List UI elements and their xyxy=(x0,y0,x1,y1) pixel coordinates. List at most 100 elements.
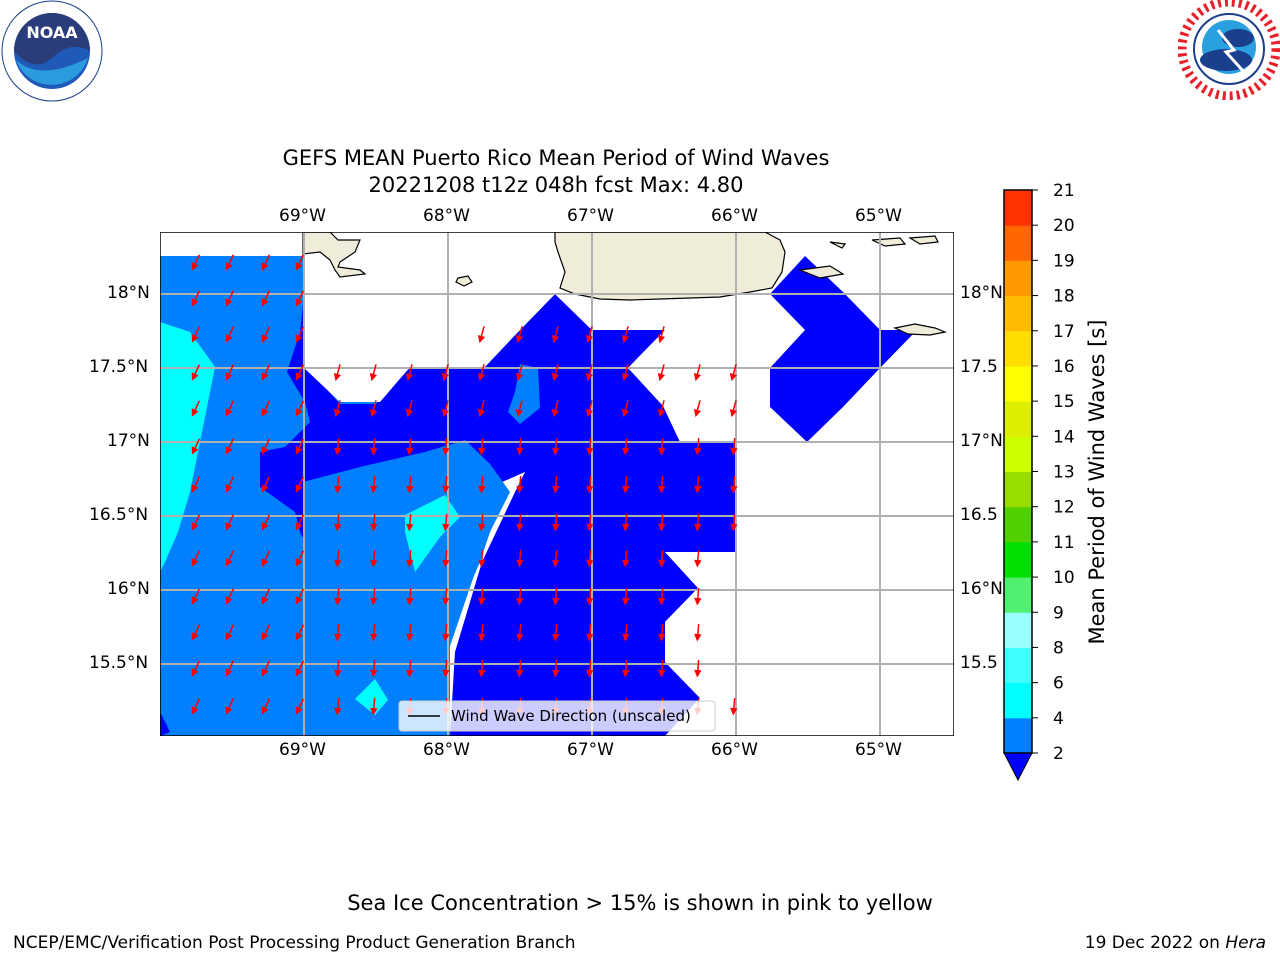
wave-direction-arrow xyxy=(515,364,524,382)
wave-direction-arrow xyxy=(191,438,201,455)
map-legend: Wind Wave Direction (unscaled) xyxy=(398,700,716,732)
wave-direction-arrow xyxy=(191,698,201,715)
wave-direction-arrow xyxy=(442,623,450,642)
wave-direction-arrow xyxy=(225,624,235,641)
wave-direction-arrow xyxy=(370,549,378,568)
map-panel: Wind Wave Direction (unscaled) xyxy=(160,232,954,736)
wave-direction-arrow xyxy=(333,400,342,418)
wave-direction-arrow xyxy=(658,549,666,568)
wave-direction-arrow xyxy=(694,513,702,532)
wave-direction-arrow xyxy=(586,549,594,568)
lon-label-top-65w: 65°W xyxy=(855,206,902,226)
wave-direction-arrow xyxy=(334,513,342,532)
sea-ice-note: Sea Ice Concentration > 15% is shown in … xyxy=(347,891,933,915)
colorbar-segment xyxy=(1004,295,1032,332)
wave-direction-arrow xyxy=(729,400,738,418)
wave-direction-arrow xyxy=(478,513,486,532)
colorbar-tick-label: 14 xyxy=(1053,427,1075,447)
wave-direction-arrow xyxy=(370,513,378,532)
colorbar-tick-label: 16 xyxy=(1053,357,1075,377)
wave-direction-arrow xyxy=(552,513,560,532)
wave-direction-arrow xyxy=(295,698,305,715)
wave-direction-arrow xyxy=(261,400,271,417)
footer-host: Hera xyxy=(1225,933,1266,953)
lon-label-top-69w: 69°W xyxy=(279,206,326,226)
lat-label-left-17-5n: 17.5°N xyxy=(89,357,149,377)
wave-direction-arrow xyxy=(441,364,450,382)
land-vieques xyxy=(797,265,845,279)
wave-direction-arrow xyxy=(370,587,378,606)
wave-direction-arrow xyxy=(657,326,666,344)
lat-label-left-16n: 16°N xyxy=(107,579,150,599)
wave-direction-arrow xyxy=(191,660,201,677)
lon-label-bottom-67w: 67°W xyxy=(567,740,614,760)
colorbar-tick-label: 19 xyxy=(1053,251,1075,271)
colorbar-segment xyxy=(1004,541,1032,578)
wave-direction-arrow xyxy=(657,364,666,382)
wave-period-region-below-2 xyxy=(260,294,735,736)
wave-direction-arrow xyxy=(334,549,342,568)
wave-direction-arrow xyxy=(225,290,235,307)
wave-direction-arrow xyxy=(295,588,305,605)
legend-label: Wind Wave Direction (unscaled) xyxy=(451,707,691,725)
wave-direction-arrow xyxy=(225,588,235,605)
wave-direction-arrow xyxy=(442,587,450,606)
land-mona xyxy=(455,275,473,287)
wave-direction-arrow xyxy=(551,400,560,418)
wave-direction-arrow xyxy=(261,326,271,343)
wave-direction-arrow xyxy=(191,254,201,271)
wave-direction-arrow xyxy=(370,623,378,642)
wave-direction-arrow xyxy=(334,623,342,642)
colorbar-segment xyxy=(1004,401,1032,437)
wave-direction-arrow xyxy=(478,623,486,642)
wave-period-region-2-4-central xyxy=(303,440,510,736)
colorbar-extend-triangle xyxy=(1003,752,1033,782)
wave-direction-arrow xyxy=(405,400,414,418)
colorbar-tick-label: 6 xyxy=(1053,674,1064,694)
wave-direction-arrow xyxy=(295,514,305,531)
wave-direction-arrow xyxy=(694,587,702,606)
wave-direction-arrow xyxy=(295,290,305,307)
wave-direction-arrow xyxy=(478,549,486,568)
lat-label-right-17n: 17°N xyxy=(960,431,1003,451)
wave-period-region-below-2-left xyxy=(160,712,170,736)
wave-direction-arrow xyxy=(730,475,738,494)
wave-direction-arrow xyxy=(516,659,524,678)
wind-wave-arrows xyxy=(191,254,738,716)
wave-direction-arrow xyxy=(261,438,271,455)
wave-direction-arrow xyxy=(225,326,235,343)
wave-direction-arrow xyxy=(621,326,630,344)
wave-direction-arrow xyxy=(442,475,450,494)
colorbar-segment xyxy=(1004,612,1032,648)
wave-direction-arrow xyxy=(370,475,378,494)
wave-direction-arrow xyxy=(225,698,235,715)
wave-direction-arrow xyxy=(552,587,560,606)
wave-direction-arrow xyxy=(442,659,450,678)
wave-direction-arrow xyxy=(478,437,486,456)
wave-direction-arrow xyxy=(295,624,305,641)
wave-direction-arrow xyxy=(441,400,450,418)
land-culebra xyxy=(829,241,847,249)
wave-direction-arrow xyxy=(552,475,560,494)
wave-direction-arrow xyxy=(552,437,560,456)
lon-label-top-66w: 66°W xyxy=(711,206,758,226)
wave-direction-arrow xyxy=(622,475,630,494)
lat-label-right-18n: 18°N xyxy=(960,283,1003,303)
noaa-logo: NOAA xyxy=(1,0,103,102)
lon-label-bottom-65w: 65°W xyxy=(855,740,902,760)
colorbar-tick-label: 18 xyxy=(1053,287,1075,307)
wave-direction-arrow xyxy=(622,513,630,532)
wave-direction-arrow xyxy=(694,659,702,678)
lon-label-bottom-69w: 69°W xyxy=(279,740,326,760)
lon-label-top-68w: 68°W xyxy=(423,206,470,226)
wave-direction-arrow xyxy=(333,364,342,382)
wave-direction-arrow xyxy=(693,400,702,418)
wave-direction-arrow xyxy=(622,437,630,456)
wave-direction-arrow xyxy=(191,290,201,307)
wave-direction-arrow xyxy=(261,290,271,307)
wave-direction-arrow xyxy=(658,437,666,456)
wave-direction-arrow xyxy=(261,698,271,715)
wave-direction-arrow xyxy=(191,514,201,531)
wave-direction-arrow xyxy=(586,659,594,678)
wave-direction-arrow xyxy=(295,660,305,677)
